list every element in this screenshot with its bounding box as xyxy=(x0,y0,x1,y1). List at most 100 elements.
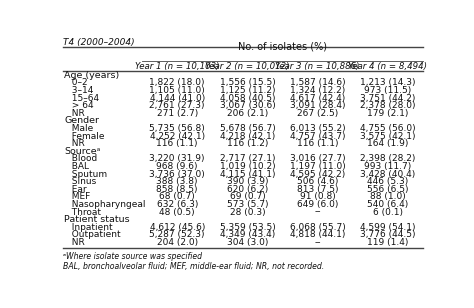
Text: 4,144 (41.0): 4,144 (41.0) xyxy=(150,94,205,103)
Text: NR: NR xyxy=(66,238,85,247)
Text: No. of isolates (%): No. of isolates (%) xyxy=(238,41,327,51)
Text: 116 (1.1): 116 (1.1) xyxy=(156,139,198,148)
Text: 3,428 (40.4): 3,428 (40.4) xyxy=(360,169,415,179)
Text: 506 (4.6): 506 (4.6) xyxy=(297,177,338,186)
Text: 620 (6.2): 620 (6.2) xyxy=(227,185,268,194)
Text: 6 (0.1): 6 (0.1) xyxy=(373,208,403,217)
Text: Year 3 (n = 10,886): Year 3 (n = 10,886) xyxy=(275,62,360,71)
Text: Male: Male xyxy=(66,124,93,133)
Text: 390 (3.9): 390 (3.9) xyxy=(227,177,268,186)
Text: 1,822 (18.0): 1,822 (18.0) xyxy=(149,78,205,87)
Text: 993 (11.7): 993 (11.7) xyxy=(364,162,411,171)
Text: Year 2 (n = 10,012): Year 2 (n = 10,012) xyxy=(205,62,290,71)
Text: 68 (0.7): 68 (0.7) xyxy=(159,192,195,201)
Text: 1,213 (14.3): 1,213 (14.3) xyxy=(360,78,416,87)
Text: 206 (2.1): 206 (2.1) xyxy=(227,109,268,118)
Text: --: -- xyxy=(314,208,321,217)
Text: 2,717 (27.1): 2,717 (27.1) xyxy=(219,154,275,163)
Text: 271 (2.7): 271 (2.7) xyxy=(156,109,198,118)
Text: 813 (7.5): 813 (7.5) xyxy=(297,185,338,194)
Text: 5,287 (52.3): 5,287 (52.3) xyxy=(149,230,205,239)
Text: 304 (3.0): 304 (3.0) xyxy=(227,238,268,247)
Text: 388 (3.8): 388 (3.8) xyxy=(156,177,198,186)
Text: 91 (0.8): 91 (0.8) xyxy=(300,192,336,201)
Text: T4 (2000–2004): T4 (2000–2004) xyxy=(63,38,135,47)
Text: 4,617 (42.4): 4,617 (42.4) xyxy=(290,94,345,103)
Text: 0–2: 0–2 xyxy=(66,78,88,87)
Text: BAL, bronchoalveolar fluid; MEF, middle-ear fluid; NR, not recorded.: BAL, bronchoalveolar fluid; MEF, middle-… xyxy=(63,262,324,271)
Text: Throat: Throat xyxy=(66,208,101,217)
Text: Sourceᵃ: Sourceᵃ xyxy=(64,147,100,156)
Text: Ear: Ear xyxy=(66,185,86,194)
Text: 858 (8.5): 858 (8.5) xyxy=(156,185,198,194)
Text: 116 (1.2): 116 (1.2) xyxy=(227,139,268,148)
Text: 4,755 (56.0): 4,755 (56.0) xyxy=(360,124,416,133)
Text: 204 (2.0): 204 (2.0) xyxy=(157,238,198,247)
Text: 3,016 (27.7): 3,016 (27.7) xyxy=(290,154,346,163)
Text: 4,349 (43.4): 4,349 (43.4) xyxy=(220,230,275,239)
Text: Inpatient: Inpatient xyxy=(66,223,112,232)
Text: 1,587 (14.6): 1,587 (14.6) xyxy=(290,78,346,87)
Text: 3,220 (31.9): 3,220 (31.9) xyxy=(149,154,205,163)
Text: 164 (1.9): 164 (1.9) xyxy=(367,139,409,148)
Text: 1,105 (11.0): 1,105 (11.0) xyxy=(149,86,205,95)
Text: 5,678 (56.7): 5,678 (56.7) xyxy=(219,124,275,133)
Text: 4,757 (43.7): 4,757 (43.7) xyxy=(290,132,346,140)
Text: 3,067 (30.6): 3,067 (30.6) xyxy=(219,101,275,110)
Text: 2,398 (28.2): 2,398 (28.2) xyxy=(360,154,416,163)
Text: 3,575 (42.1): 3,575 (42.1) xyxy=(360,132,416,140)
Text: 28 (0.3): 28 (0.3) xyxy=(229,208,265,217)
Text: 4,218 (42.1): 4,218 (42.1) xyxy=(220,132,275,140)
Text: 556 (6.5): 556 (6.5) xyxy=(367,185,409,194)
Text: 4,612 (45.6): 4,612 (45.6) xyxy=(149,223,205,232)
Text: 4,595 (42.2): 4,595 (42.2) xyxy=(290,169,345,179)
Text: Blood: Blood xyxy=(66,154,97,163)
Text: Gender: Gender xyxy=(64,116,99,125)
Text: 4,058 (40.5): 4,058 (40.5) xyxy=(219,94,275,103)
Text: Patient status: Patient status xyxy=(64,215,130,224)
Text: Year 1 (n = 10,103): Year 1 (n = 10,103) xyxy=(135,62,219,71)
Text: 15–64: 15–64 xyxy=(66,94,99,103)
Text: 88 (1.0): 88 (1.0) xyxy=(370,192,406,201)
Text: Sinus: Sinus xyxy=(66,177,96,186)
Text: Age (years): Age (years) xyxy=(64,71,119,80)
Text: 4,599 (54.1): 4,599 (54.1) xyxy=(360,223,416,232)
Text: 2,761 (27.3): 2,761 (27.3) xyxy=(149,101,205,110)
Text: NR: NR xyxy=(66,109,85,118)
Text: 4,115 (41.1): 4,115 (41.1) xyxy=(219,169,275,179)
Text: 540 (6.4): 540 (6.4) xyxy=(367,200,409,209)
Text: 3,776 (44.5): 3,776 (44.5) xyxy=(360,230,416,239)
Text: 1,556 (15.5): 1,556 (15.5) xyxy=(219,78,275,87)
Text: 3–14: 3–14 xyxy=(66,86,93,95)
Text: 1,197 (11.0): 1,197 (11.0) xyxy=(290,162,346,171)
Text: 116 (1.1): 116 (1.1) xyxy=(297,139,338,148)
Text: 2,378 (28.0): 2,378 (28.0) xyxy=(360,101,416,110)
Text: 649 (6.0): 649 (6.0) xyxy=(297,200,338,209)
Text: 3,736 (37.0): 3,736 (37.0) xyxy=(149,169,205,179)
Text: 632 (6.3): 632 (6.3) xyxy=(156,200,198,209)
Text: Sputum: Sputum xyxy=(66,169,107,179)
Text: 973 (11.5): 973 (11.5) xyxy=(364,86,411,95)
Text: 4,252 (42.1): 4,252 (42.1) xyxy=(150,132,205,140)
Text: 179 (2.1): 179 (2.1) xyxy=(367,109,409,118)
Text: ᵃWhere isolate source was specified: ᵃWhere isolate source was specified xyxy=(63,252,202,261)
Text: BAL: BAL xyxy=(66,162,89,171)
Text: 1,324 (12.2): 1,324 (12.2) xyxy=(290,86,345,95)
Text: NR: NR xyxy=(66,139,85,148)
Text: Year 4 (n = 8,494): Year 4 (n = 8,494) xyxy=(348,62,428,71)
Text: MEF: MEF xyxy=(66,192,90,201)
Text: 446 (5.3): 446 (5.3) xyxy=(367,177,409,186)
Text: Nasopharyngeal: Nasopharyngeal xyxy=(66,200,146,209)
Text: > 64: > 64 xyxy=(66,101,93,110)
Text: 4,818 (44.1): 4,818 (44.1) xyxy=(290,230,346,239)
Text: 69 (0.7): 69 (0.7) xyxy=(229,192,265,201)
Text: 267 (2.5): 267 (2.5) xyxy=(297,109,338,118)
Text: 3,751 (44.2): 3,751 (44.2) xyxy=(360,94,416,103)
Text: 119 (1.4): 119 (1.4) xyxy=(367,238,409,247)
Text: 6,068 (55.7): 6,068 (55.7) xyxy=(290,223,346,232)
Text: 3,091 (28.4): 3,091 (28.4) xyxy=(290,101,346,110)
Text: --: -- xyxy=(314,238,321,247)
Text: 6,013 (55.2): 6,013 (55.2) xyxy=(290,124,346,133)
Text: 48 (0.5): 48 (0.5) xyxy=(159,208,195,217)
Text: 5,359 (53.5): 5,359 (53.5) xyxy=(219,223,275,232)
